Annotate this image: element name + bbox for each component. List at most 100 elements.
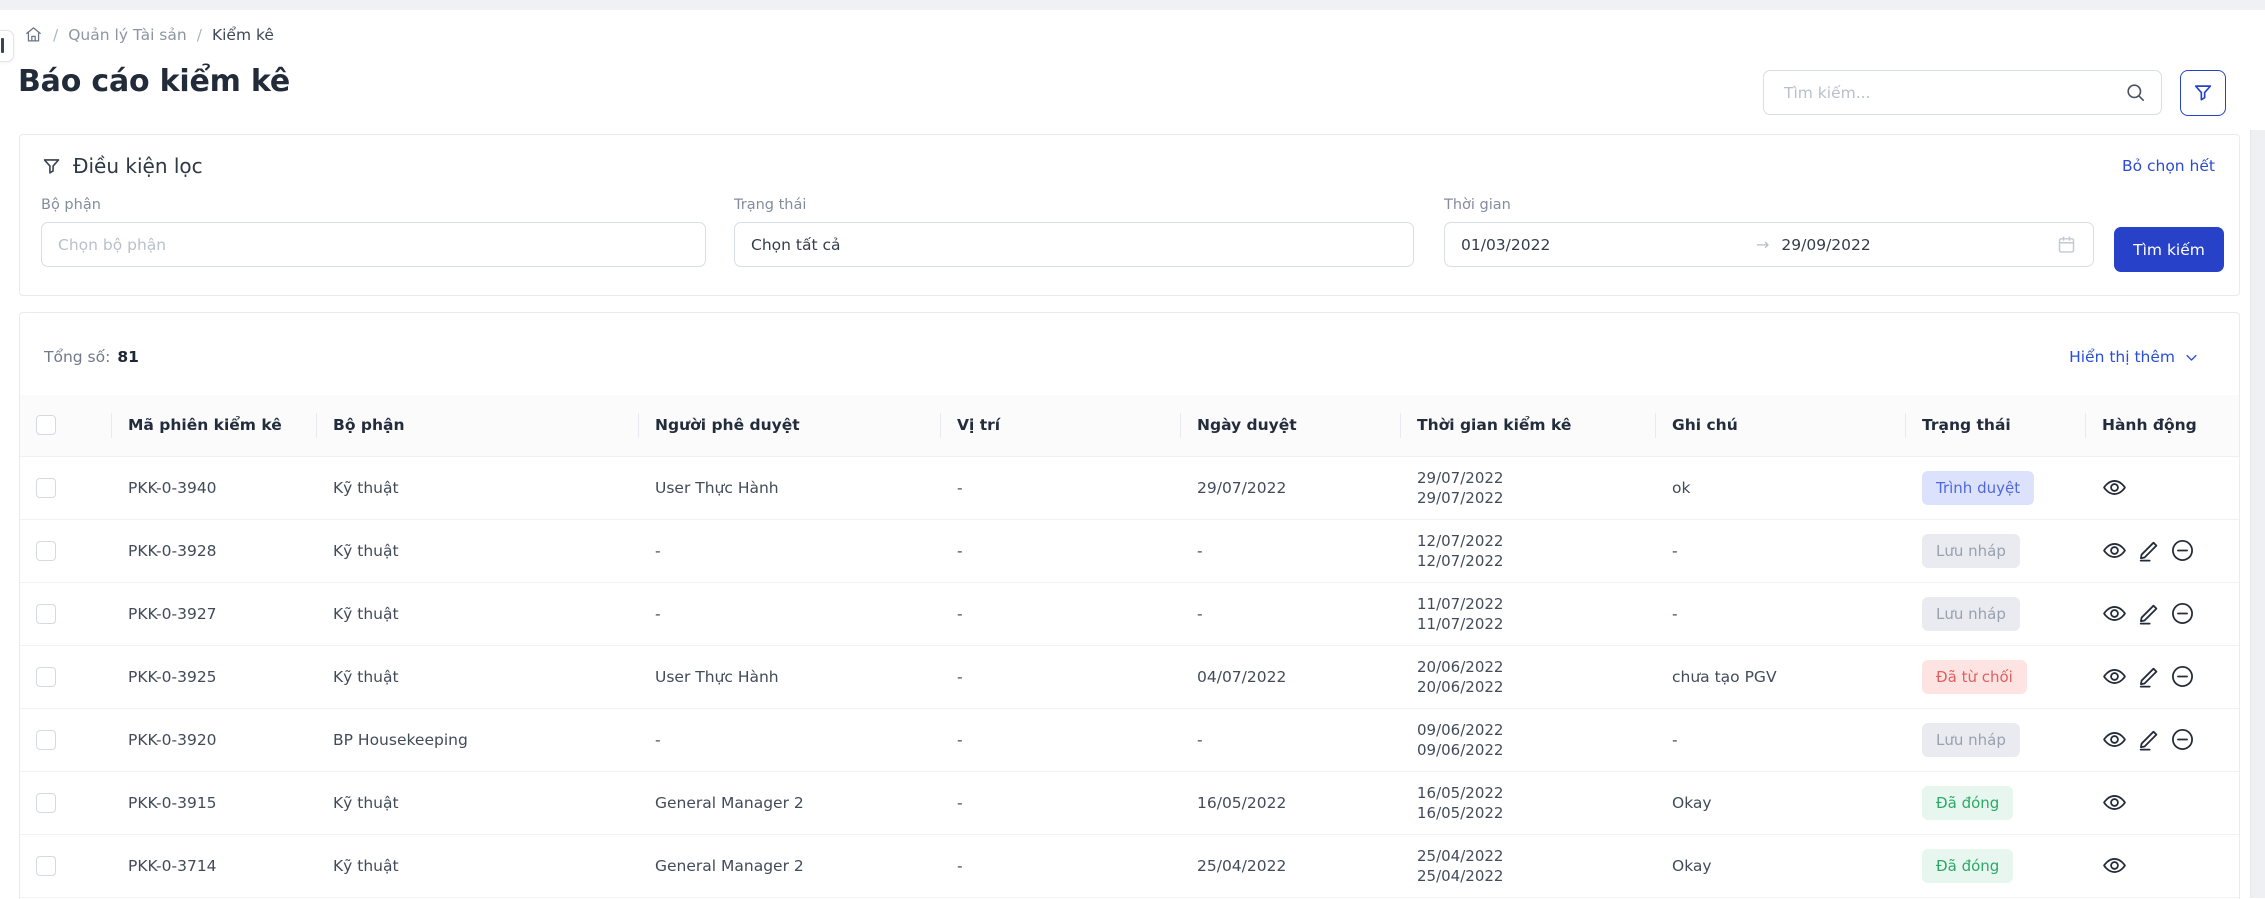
remove-icon[interactable] [2170,664,2195,689]
row-select-cell [20,771,112,835]
view-icon[interactable] [2102,664,2127,689]
col-header-code: Mã phiên kiểm kê [112,395,317,457]
department-field: Bộ phận Chọn bộ phận [41,197,706,267]
breadcrumb-item-inventory[interactable]: Kiểm kê [211,25,274,44]
status-badge: Đã đóng [1922,785,2014,820]
cell-department: Kỹ thuật [317,456,639,520]
table-row: PKK-0-3940 Kỹ thuật User Thực Hành - 29/… [20,456,2239,520]
cell-approver: General Manager 2 [639,771,941,835]
date-range-input[interactable]: 01/03/2022 → 29/09/2022 [1444,222,2094,267]
cell-department: Kỹ thuật [317,645,639,709]
cell-actions [2086,519,2239,583]
cell-status: Đã đóng [1906,834,2086,898]
cell-department: BP Housekeeping [317,708,639,772]
home-icon[interactable] [24,25,43,44]
row-checkbox[interactable] [36,603,56,624]
cell-note: - [1656,519,1906,583]
filter-search-button[interactable]: Tìm kiếm [2114,227,2224,272]
cell-location: - [941,582,1181,646]
search-box [1763,70,2162,115]
cell-period: 20/06/2022 20/06/2022 [1401,645,1656,709]
edit-icon[interactable] [2136,664,2161,689]
cell-status: Đã từ chối [1906,645,2086,709]
cell-status: Trình duyệt [1906,456,2086,520]
department-select[interactable]: Chọn bộ phận [41,222,706,267]
row-checkbox[interactable] [36,792,56,813]
table-row: PKK-0-3920 BP Housekeeping - - - 09/06/2… [20,708,2239,772]
table-row: PKK-0-3928 Kỹ thuật - - - 12/07/2022 12/0… [20,519,2239,583]
clear-all-link[interactable]: Bỏ chọn hết [2121,157,2215,175]
cell-note: chưa tạo PGV [1656,645,1906,709]
search-icon[interactable] [2124,81,2147,104]
col-header-note: Ghi chú [1656,395,1906,457]
row-checkbox[interactable] [36,477,56,498]
remove-icon[interactable] [2170,727,2195,752]
cell-approver: - [639,708,941,772]
cell-department: Kỹ thuật [317,519,639,583]
sidebar-collapse-handle[interactable] [0,30,14,62]
status-badge: Trình duyệt [1922,470,2035,505]
col-header-status: Trạng thái [1906,395,2086,457]
remove-icon[interactable] [2170,538,2195,563]
status-select[interactable]: Chọn tất cả [734,222,1414,267]
cell-note: Okay [1656,771,1906,835]
view-icon[interactable] [2102,538,2127,563]
cell-actions [2086,645,2239,709]
breadcrumb-item-asset-management[interactable]: Quản lý Tài sản [68,25,187,44]
date-to-value[interactable]: 29/09/2022 [1781,235,1871,254]
row-checkbox[interactable] [36,666,56,687]
search-input[interactable] [1782,82,2124,103]
funnel-icon [41,156,62,177]
cell-code: PKK-0-3927 [112,582,317,646]
time-field: Thời gian 01/03/2022 → 29/09/2022 [1444,197,2094,267]
cell-location: - [941,645,1181,709]
cell-note: - [1656,708,1906,772]
view-icon[interactable] [2102,853,2127,878]
date-from-value[interactable]: 01/03/2022 [1461,235,1551,254]
view-icon[interactable] [2102,727,2127,752]
row-checkbox[interactable] [36,540,56,561]
total-label: Tổng số: [44,348,111,366]
select-all-checkbox[interactable] [36,415,56,436]
col-header-location: Vị trí [941,395,1181,457]
filter-panel-title: Điều kiện lọc [73,154,203,178]
edit-icon[interactable] [2136,601,2161,626]
cell-location: - [941,771,1181,835]
view-icon[interactable] [2102,790,2127,815]
remove-icon[interactable] [2170,601,2195,626]
status-badge: Đã đóng [1922,848,2014,883]
vertical-scrollbar[interactable] [2250,130,2265,898]
cell-department: Kỹ thuật [317,834,639,898]
cell-code: PKK-0-3940 [112,456,317,520]
view-icon[interactable] [2102,601,2127,626]
cell-approve-date: 04/07/2022 [1181,645,1401,709]
edit-icon[interactable] [2136,538,2161,563]
cell-approve-date: - [1181,582,1401,646]
cell-status: Lưu nháp [1906,582,2086,646]
cell-actions [2086,582,2239,646]
col-header-approver: Người phê duyệt [639,395,941,457]
cell-code: PKK-0-3714 [112,834,317,898]
calendar-icon [2056,234,2077,255]
results-panel: Tổng số: 81 Hiển thị thêm [19,312,2240,899]
breadcrumb-separator: / [53,25,59,44]
edit-icon[interactable] [2136,727,2161,752]
show-more-link[interactable]: Hiển thị thêm [2069,348,2199,366]
cell-period: 25/04/2022 25/04/2022 [1401,834,1656,898]
row-select-cell [20,456,112,520]
table-body: PKK-0-3940 Kỹ thuật User Thực Hành - 29/… [20,456,2239,898]
breadcrumb-separator: / [196,25,202,44]
filter-toggle-button[interactable] [2180,70,2226,116]
inventory-table: Mã phiên kiểm kê Bộ phận Người phê duyệt Vị… [20,395,2239,898]
cell-status: Lưu nháp [1906,519,2086,583]
table-header-row: Mã phiên kiểm kê Bộ phận Người phê duyệt Vị… [20,395,2239,457]
cell-approver: User Thực Hành [639,456,941,520]
col-header-actions: Hành động [2086,395,2239,457]
table-row: PKK-0-3927 Kỹ thuật - - - 11/07/2022 11/0… [20,582,2239,646]
view-icon[interactable] [2102,475,2127,500]
select-all-header [20,395,112,457]
row-checkbox[interactable] [36,729,56,750]
row-checkbox[interactable] [36,855,56,876]
cell-approver: User Thực Hành [639,645,941,709]
table-row: PKK-0-3915 Kỹ thuật General Manager 2 - … [20,771,2239,835]
